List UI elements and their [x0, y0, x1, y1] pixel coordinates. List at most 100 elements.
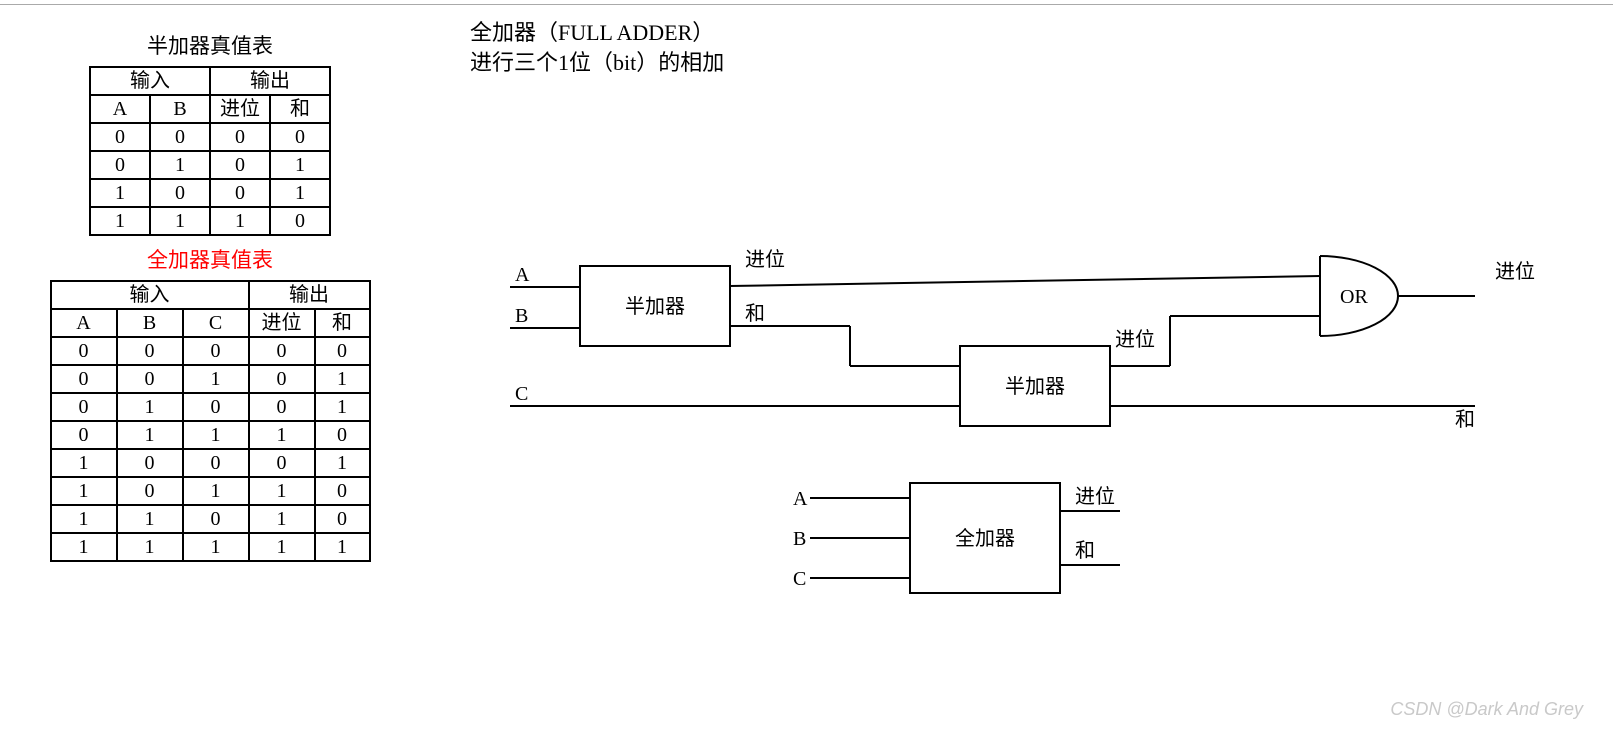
- table-column-header: B: [150, 95, 210, 123]
- table-cell: 1: [51, 533, 117, 561]
- table-cell: 0: [315, 337, 370, 365]
- table-cell: 0: [183, 393, 249, 421]
- table-cell: 0: [117, 449, 183, 477]
- table-cell: 1: [210, 207, 270, 235]
- svg-text:和: 和: [745, 302, 765, 325]
- svg-text:和: 和: [1075, 539, 1095, 562]
- table-cell: 1: [270, 179, 330, 207]
- table-cell: 0: [249, 365, 315, 393]
- table-cell: 1: [183, 365, 249, 393]
- table-cell: 1: [51, 505, 117, 533]
- table-cell: 1: [150, 207, 210, 235]
- table-cell: 1: [315, 365, 370, 393]
- table-cell: 0: [249, 393, 315, 421]
- table-row: 00101: [51, 365, 370, 393]
- table-cell: 0: [150, 123, 210, 151]
- table-row: 10001: [51, 449, 370, 477]
- full-adder-table-title: 全加器真值表: [40, 244, 380, 274]
- table-cell: 0: [210, 151, 270, 179]
- table-cell: 1: [249, 421, 315, 449]
- svg-text:进位: 进位: [745, 248, 785, 271]
- heading-line2: 进行三个1位（bit）的相加: [470, 48, 1560, 78]
- table-group-header: 输出: [249, 281, 370, 309]
- svg-text:A: A: [515, 264, 530, 286]
- table-row: 0101: [90, 151, 330, 179]
- left-column: 半加器真值表 输入输出AB进位和0000010110011110 全加器真值表 …: [40, 30, 380, 570]
- table-column-header: 进位: [210, 95, 270, 123]
- table-cell: 0: [90, 151, 150, 179]
- table-cell: 0: [183, 505, 249, 533]
- table-cell: 1: [183, 533, 249, 561]
- table-cell: 0: [150, 179, 210, 207]
- table-cell: 0: [117, 337, 183, 365]
- table-cell: 0: [117, 477, 183, 505]
- svg-text:进位: 进位: [1495, 260, 1535, 283]
- svg-text:B: B: [515, 305, 528, 327]
- table-cell: 0: [51, 365, 117, 393]
- table-cell: 1: [117, 421, 183, 449]
- top-border: [0, 4, 1613, 5]
- full-adder-heading: 全加器（FULL ADDER） 进行三个1位（bit）的相加: [470, 18, 1560, 77]
- table-column-header: 进位: [249, 309, 315, 337]
- table-row: 0000: [90, 123, 330, 151]
- table-cell: 1: [183, 477, 249, 505]
- table-row: 1110: [90, 207, 330, 235]
- right-column: 全加器（FULL ADDER） 进行三个1位（bit）的相加 半加器半加器ABC…: [440, 18, 1560, 77]
- table-cell: 1: [51, 449, 117, 477]
- table-cell: 0: [210, 179, 270, 207]
- svg-text:半加器: 半加器: [625, 295, 685, 318]
- half-adder-table-title: 半加器真值表: [40, 30, 380, 60]
- table-cell: 1: [249, 533, 315, 561]
- table-cell: 0: [51, 393, 117, 421]
- table-column-header: 和: [270, 95, 330, 123]
- svg-text:B: B: [793, 528, 806, 550]
- table-row: 11111: [51, 533, 370, 561]
- table-cell: 0: [117, 365, 183, 393]
- table-cell: 0: [90, 123, 150, 151]
- table-cell: 1: [51, 477, 117, 505]
- table-group-header: 输入: [51, 281, 249, 309]
- table-column-header: A: [90, 95, 150, 123]
- table-cell: 0: [210, 123, 270, 151]
- table-cell: 0: [51, 337, 117, 365]
- table-cell: 0: [315, 505, 370, 533]
- half-adder-truth-table: 输入输出AB进位和0000010110011110: [89, 66, 331, 236]
- table-cell: 1: [315, 393, 370, 421]
- table-row: 10110: [51, 477, 370, 505]
- heading-line1: 全加器（FULL ADDER）: [470, 18, 1560, 48]
- table-cell: 0: [183, 337, 249, 365]
- table-cell: 1: [117, 393, 183, 421]
- table-column-header: B: [117, 309, 183, 337]
- full-adder-circuit-diagram: 半加器半加器ABC进位和进位和OR进位: [470, 248, 1540, 448]
- svg-text:半加器: 半加器: [1005, 375, 1065, 398]
- table-row: 00000: [51, 337, 370, 365]
- table-cell: 1: [249, 505, 315, 533]
- table-cell: 1: [183, 421, 249, 449]
- table-cell: 0: [249, 337, 315, 365]
- table-cell: 1: [315, 533, 370, 561]
- watermark: CSDN @Dark And Grey: [1390, 699, 1583, 720]
- table-cell: 0: [315, 421, 370, 449]
- table-cell: 1: [315, 449, 370, 477]
- table-row: 01110: [51, 421, 370, 449]
- table-cell: 1: [270, 151, 330, 179]
- table-cell: 0: [183, 449, 249, 477]
- table-column-header: A: [51, 309, 117, 337]
- table-row: 1001: [90, 179, 330, 207]
- table-column-header: 和: [315, 309, 370, 337]
- table-cell: 0: [315, 477, 370, 505]
- table-cell: 1: [249, 477, 315, 505]
- svg-text:进位: 进位: [1115, 328, 1155, 351]
- table-cell: 0: [249, 449, 315, 477]
- svg-text:C: C: [515, 383, 528, 405]
- table-cell: 0: [51, 421, 117, 449]
- table-group-header: 输出: [210, 67, 330, 95]
- table-cell: 1: [150, 151, 210, 179]
- table-cell: 1: [117, 533, 183, 561]
- svg-text:进位: 进位: [1075, 485, 1115, 508]
- table-cell: 1: [90, 179, 150, 207]
- table-cell: 0: [270, 123, 330, 151]
- table-cell: 0: [270, 207, 330, 235]
- svg-text:C: C: [793, 568, 806, 590]
- svg-text:全加器: 全加器: [955, 527, 1015, 550]
